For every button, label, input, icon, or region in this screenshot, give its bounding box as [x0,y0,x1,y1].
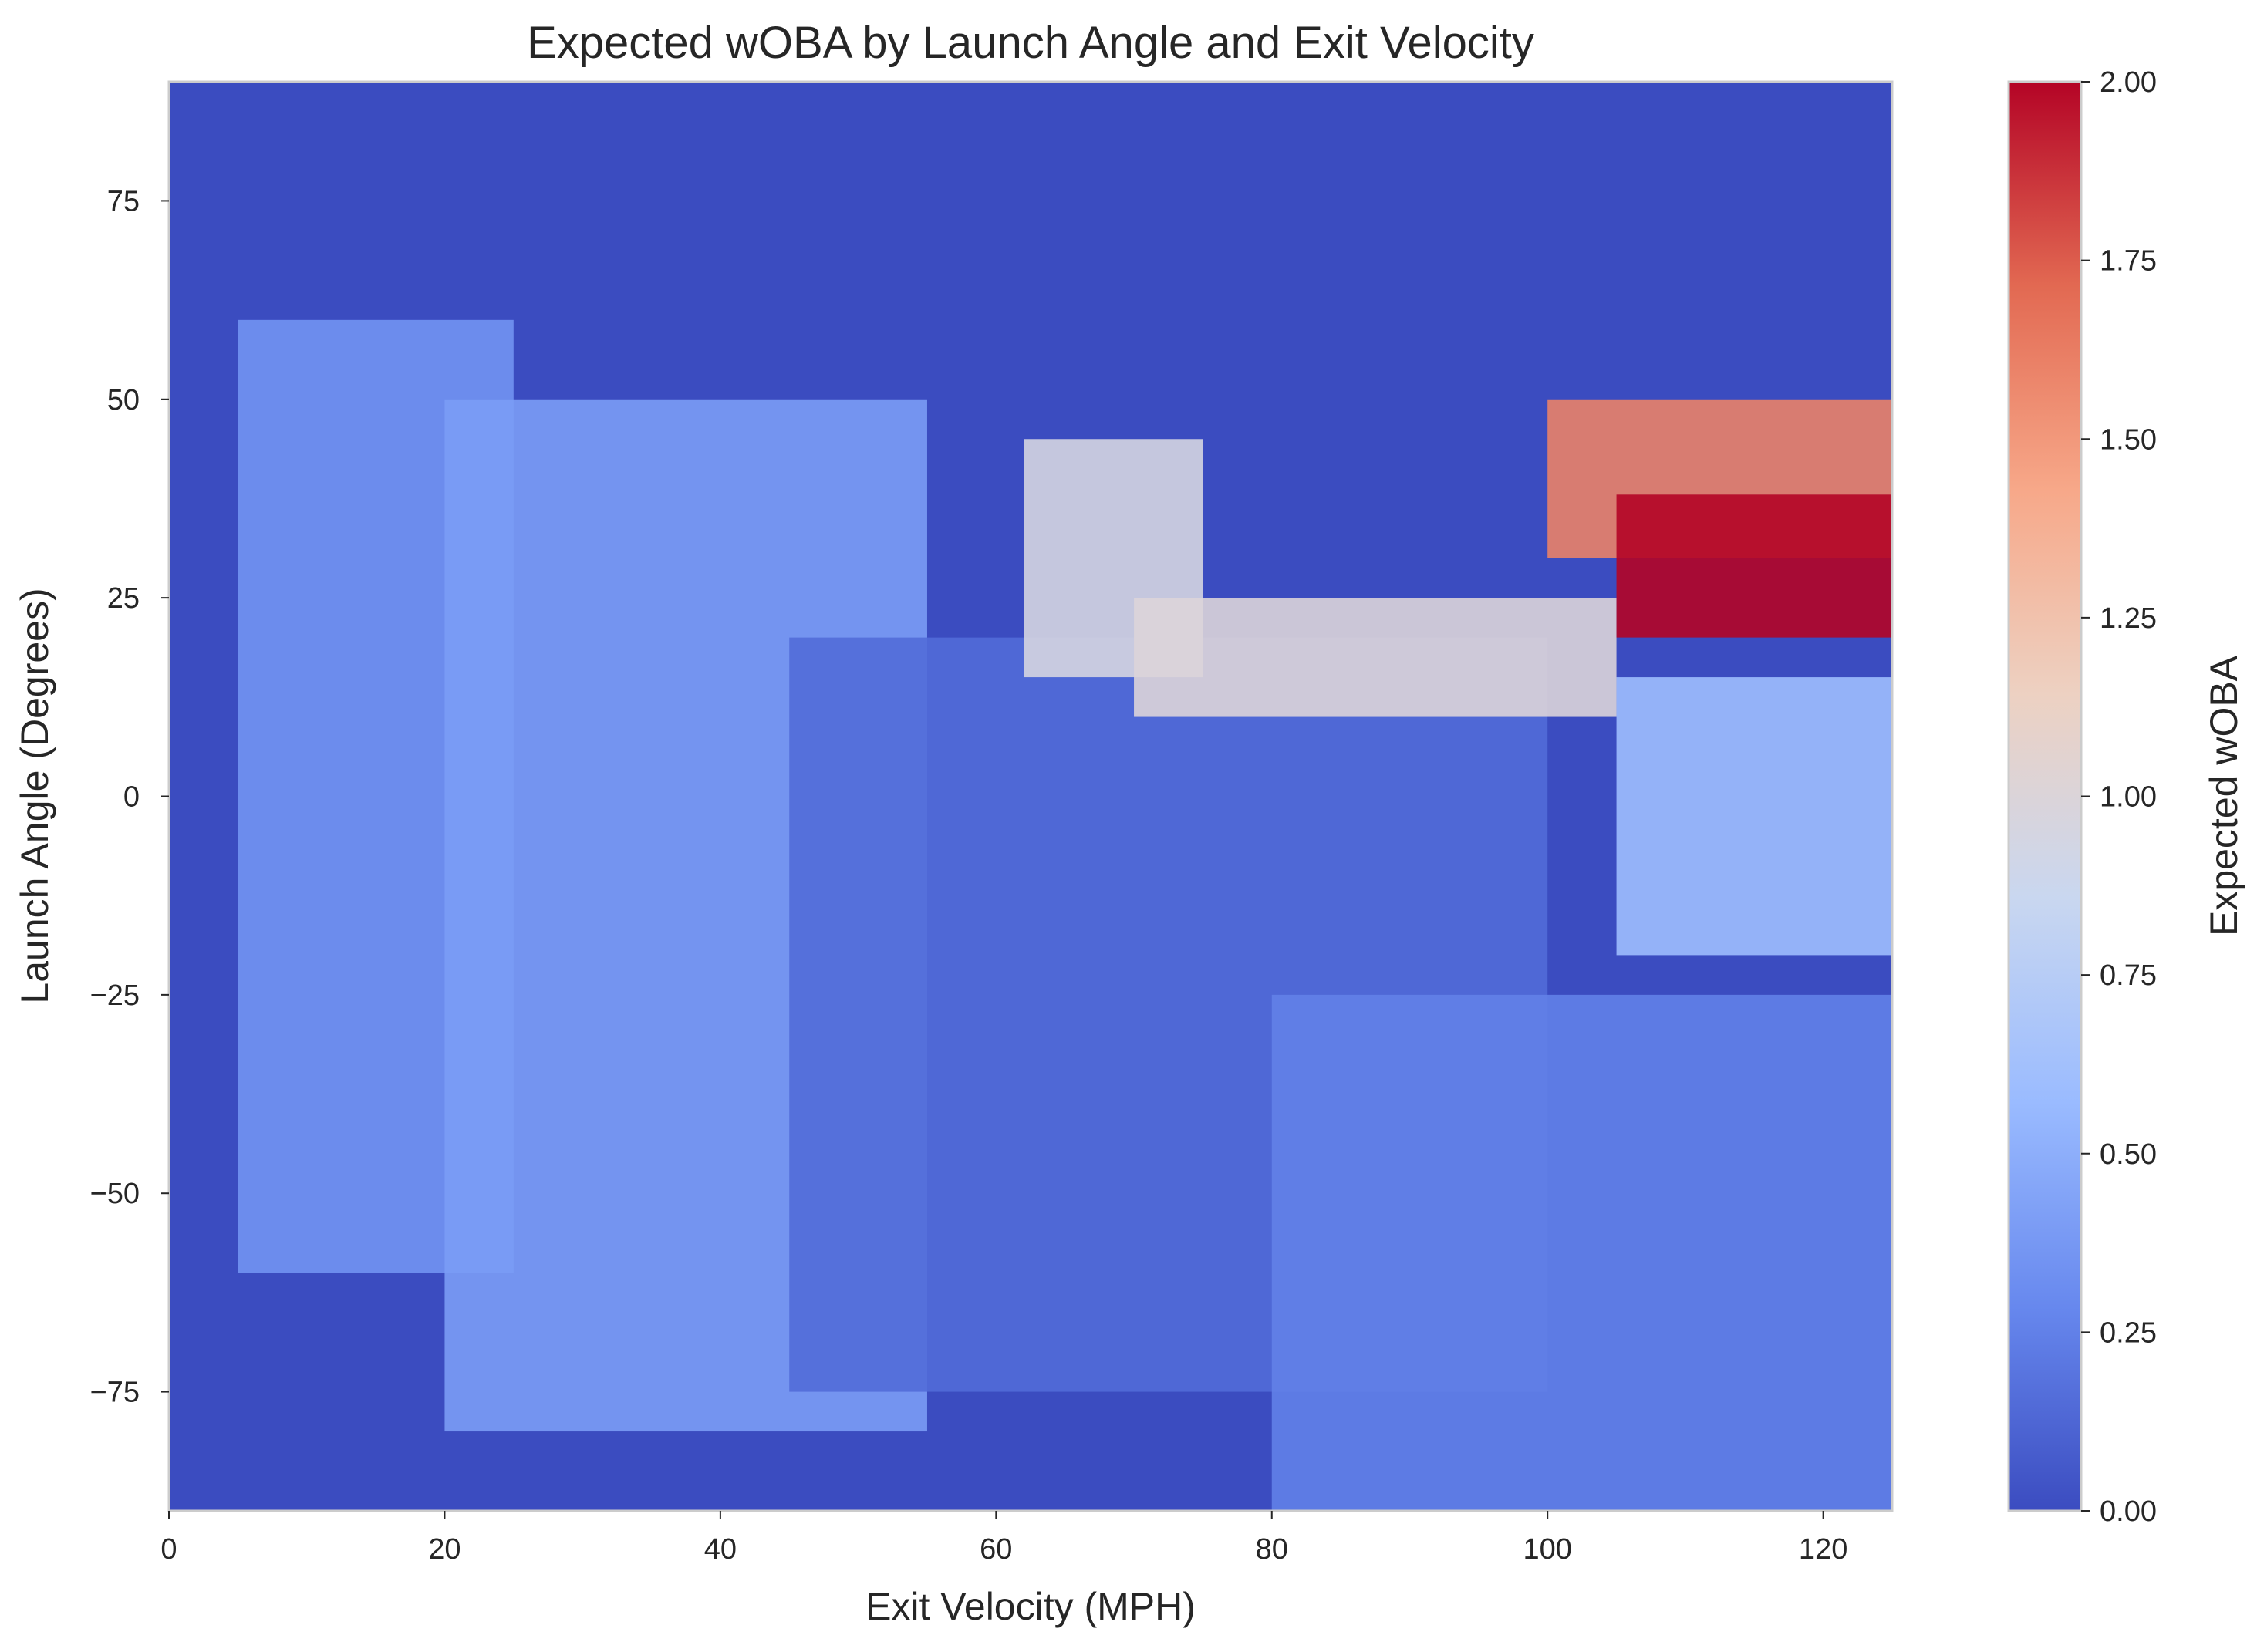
y-tick-label: 25 [107,582,140,615]
colorbar-tick-label: 0.50 [2100,1138,2157,1171]
y-tick-label: −75 [90,1377,140,1409]
heatmap-region-4 [1134,598,1617,717]
heatmap-region-8 [1271,994,1892,1511]
x-tick-label: 0 [160,1533,177,1566]
colorbar-label: Expected wOBA [2202,655,2245,936]
x-axis-ticks: 0 20 40 60 80 100 120 [160,1511,1847,1566]
y-tick-label: 0 [123,781,140,814]
colorbar-ticks: 0.00 0.25 0.50 0.75 1.00 1.25 1.50 1.75 2.00 [2081,66,2157,1528]
heatmap-region-6 [1616,494,1892,638]
colorbar-tick-label: 0.25 [2100,1317,2157,1349]
y-tick-label: −50 [90,1178,140,1210]
plot-area [167,80,1894,1512]
y-tick-label: 50 [107,384,140,416]
colorbar-tick-label: 1.50 [2100,423,2157,456]
y-axis-ticks: −75 −50 −25 0 25 50 75 [90,185,169,1409]
colorbar: 0.00 0.25 0.50 0.75 1.00 1.25 1.50 1.75 2.00 Exp… [2007,66,2245,1528]
y-axis-label: Launch Angle (Degrees) [13,588,56,1003]
chart-title: Expected wOBA by Launch Angle and Exit V… [527,18,1534,68]
colorbar-tick-label: 0.00 [2100,1495,2157,1528]
x-tick-label: 80 [1256,1533,1288,1566]
y-tick-label: −25 [90,979,140,1012]
colorbar-tick-label: 1.25 [2100,602,2157,635]
x-tick-label: 20 [428,1533,461,1566]
x-tick-label: 40 [704,1533,737,1566]
heatmap-region-7 [1616,677,1892,956]
x-tick-label: 100 [1523,1533,1571,1566]
x-axis-label: Exit Velocity (MPH) [865,1585,1196,1628]
y-tick-label: 75 [107,185,140,217]
colorbar-tick-label: 1.75 [2100,245,2157,278]
colorbar-gradient [2007,80,2083,1512]
colorbar-tick-label: 0.75 [2100,959,2157,992]
x-tick-label: 60 [980,1533,1012,1566]
colorbar-tick-label: 2.00 [2100,66,2157,99]
x-tick-label: 120 [1799,1533,1847,1566]
colorbar-tick-label: 1.00 [2100,781,2157,814]
heatmap-cells [238,319,1892,1511]
